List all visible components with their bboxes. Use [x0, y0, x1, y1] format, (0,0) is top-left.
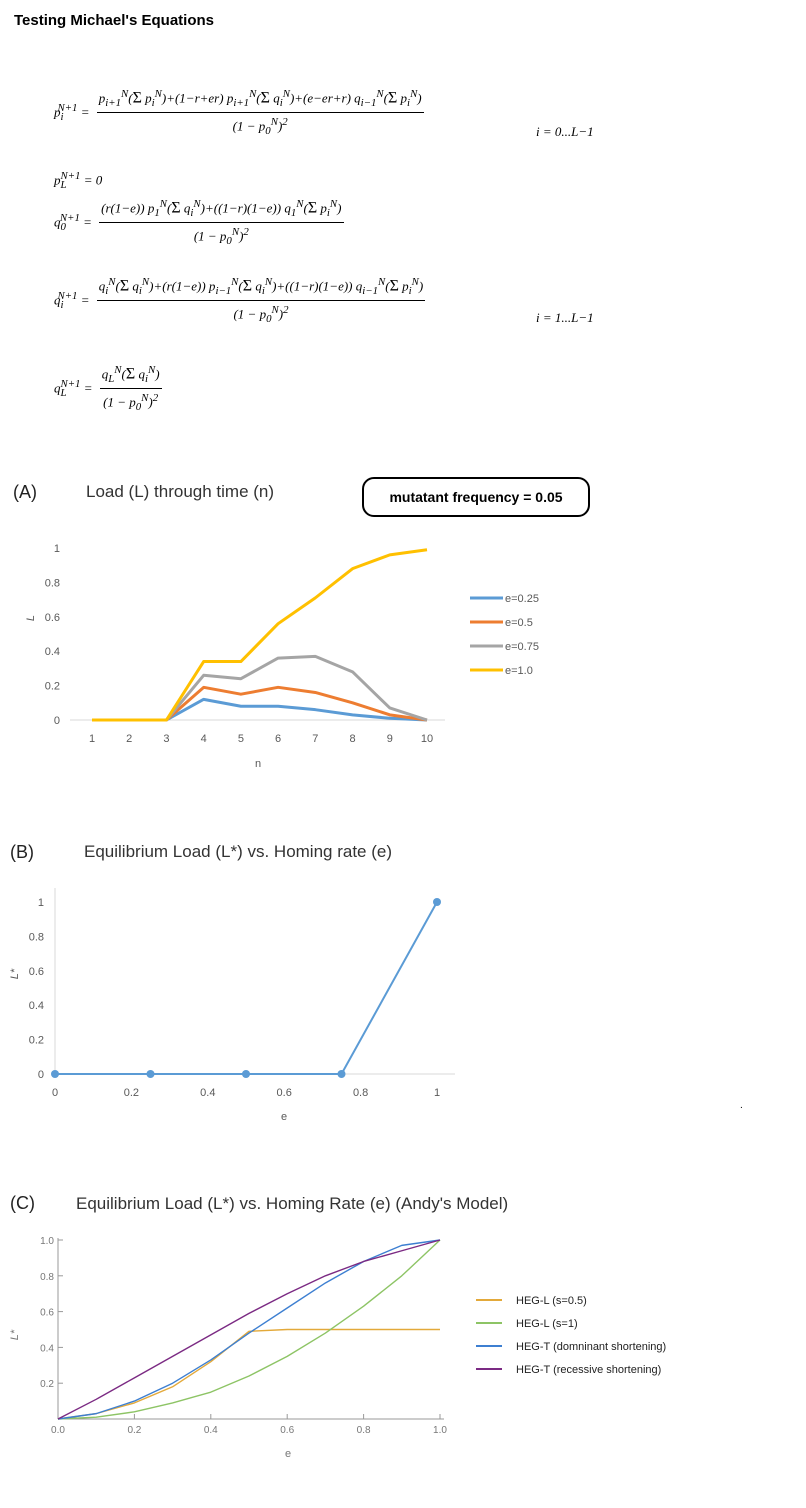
y-tick-label: 0.8: [29, 931, 44, 943]
x-tick-label: 0.8: [357, 1425, 371, 1436]
y-tick-label: 0: [54, 715, 60, 727]
x-tick-label: 0.8: [353, 1087, 368, 1099]
y-tick-label: 1: [38, 897, 44, 909]
x-tick-label: 2: [126, 733, 132, 745]
x-tick-label: 3: [163, 733, 169, 745]
chart-b: 0 0.2 0.4 0.6 0.8 1 0 0.2 0.4 0.6 0.8 1 e L*: [9, 888, 455, 1123]
legend-label: e=1.0: [505, 665, 533, 677]
series-line: [57, 1239, 441, 1420]
legend-label: HEG-L (s=0.5): [516, 1295, 587, 1307]
x-tick-label: 0.0: [51, 1425, 65, 1436]
equation-q-0: q0N+1 = (r(1−e)) p1N(Σ qiN)+((1−r)(1−e))…: [54, 198, 344, 247]
x-tick-label: 0.4: [200, 1087, 215, 1099]
x-tick-label: 7: [312, 733, 318, 745]
y-tick-label: 0.6: [45, 612, 60, 624]
panel-c-title: Equilibrium Load (L*) vs. Homing Rate (e…: [76, 1194, 509, 1213]
condition-2: i = 1...L−1: [536, 310, 594, 325]
x-tick-label: 1: [89, 733, 95, 745]
condition-1: i = 0...L−1: [536, 124, 594, 139]
equation-q-L: qLN+1 = qLN(Σ qiN) (1 − p0N)2: [54, 364, 162, 413]
equation-p-L: pLN+1 = 0: [54, 170, 103, 191]
x-tick-label: 0: [52, 1087, 58, 1099]
x-axis-title: e: [281, 1111, 287, 1123]
panel-b-label: (B): [10, 842, 34, 862]
x-tick-label: 6: [275, 733, 281, 745]
series-line: [92, 548, 428, 722]
y-axis-title: L*: [9, 968, 21, 979]
legend-label: e=0.75: [505, 641, 539, 653]
y-tick-label: 0.8: [45, 577, 60, 589]
y-tick-label: 1.0: [40, 1236, 54, 1247]
data-point: [337, 1070, 346, 1078]
data-point: [51, 1070, 59, 1078]
y-tick-label: 0.6: [29, 966, 44, 978]
legend-label: e=0.5: [505, 617, 533, 629]
x-tick-label: 10: [421, 733, 433, 745]
legend-label: HEG-L (s=1): [516, 1318, 578, 1330]
series-line: [57, 1239, 441, 1420]
data-point: [433, 898, 441, 906]
x-tick-label: 1: [434, 1087, 440, 1099]
x-tick-label: 0.6: [280, 1425, 294, 1436]
y-tick-label: 0.6: [40, 1308, 54, 1319]
y-tick-label: 0.4: [40, 1343, 54, 1354]
panel-a-label: (A): [13, 482, 37, 502]
legend-label: HEG-T (domninant shortening): [516, 1341, 666, 1353]
x-tick-label: 5: [238, 733, 244, 745]
y-tick-label: 0.8: [40, 1272, 54, 1283]
y-tick-label: 0.4: [45, 646, 60, 658]
series-line: [57, 1239, 441, 1420]
panel-a-title: Load (L) through time (n): [86, 482, 275, 501]
x-tick-label: 1.0: [433, 1425, 447, 1436]
y-axis-title: L*: [9, 1329, 21, 1340]
chart-c: 0.2 0.4 0.6 0.8 1.0 0.0 0.2 0.4 0.6 0.8 1.0 e L* HEG-…: [9, 1236, 666, 1460]
panel-c-label: (C): [10, 1193, 35, 1213]
y-tick-label: 0.2: [29, 1035, 44, 1047]
y-tick-label: 0: [38, 1069, 44, 1081]
equation-p-i: piN+1 = pi+1N(Σ piN)+(1−r+er) pi+1N(Σ qi…: [54, 88, 424, 137]
chart-a: 0 0.2 0.4 0.6 0.8 1 1 2 3 4 5 6 7 8 9 10 n Le=0.25 e=0.5 e=…: [25, 543, 539, 770]
y-tick-label: 1: [54, 543, 60, 555]
data-point: [242, 1070, 250, 1078]
y-tick-label: 0.4: [29, 1000, 44, 1012]
x-tick-label: 8: [349, 733, 355, 745]
y-tick-label: 0.2: [40, 1379, 54, 1390]
equations-block: piN+1 = pi+1N(Σ piN)+(1−r+er) pi+1N(Σ qi…: [54, 80, 754, 440]
legend-label: HEG-T (recessive shortening): [516, 1364, 661, 1376]
legend-label: e=0.25: [505, 593, 539, 605]
y-axis-title: L: [25, 615, 37, 621]
x-tick-label: 0.4: [204, 1425, 218, 1436]
x-tick-label: 9: [387, 733, 393, 745]
x-tick-label: 0.2: [127, 1425, 141, 1436]
x-tick-label: 0.6: [277, 1087, 292, 1099]
page-title: Testing Michael's Equations: [14, 12, 214, 29]
trailing-mark: .: [740, 1100, 743, 1111]
x-axis-title: n: [255, 758, 261, 770]
series-line: [57, 1328, 440, 1420]
x-tick-label: 0.2: [124, 1087, 139, 1099]
data-point: [146, 1070, 155, 1078]
mutant-frequency-note: mutatant frequency = 0.05: [362, 477, 590, 517]
y-tick-label: 0.2: [45, 681, 60, 693]
series-line: [92, 685, 428, 722]
equation-q-i: qiN+1 = qiN(Σ qiN)+(r(1−e)) pi−1N(Σ qiN)…: [54, 276, 426, 325]
series-line: [55, 901, 438, 1075]
x-tick-label: 4: [201, 733, 207, 745]
x-axis-title: e: [285, 1448, 291, 1460]
panel-b-title: Equilibrium Load (L*) vs. Homing rate (e…: [84, 842, 393, 861]
